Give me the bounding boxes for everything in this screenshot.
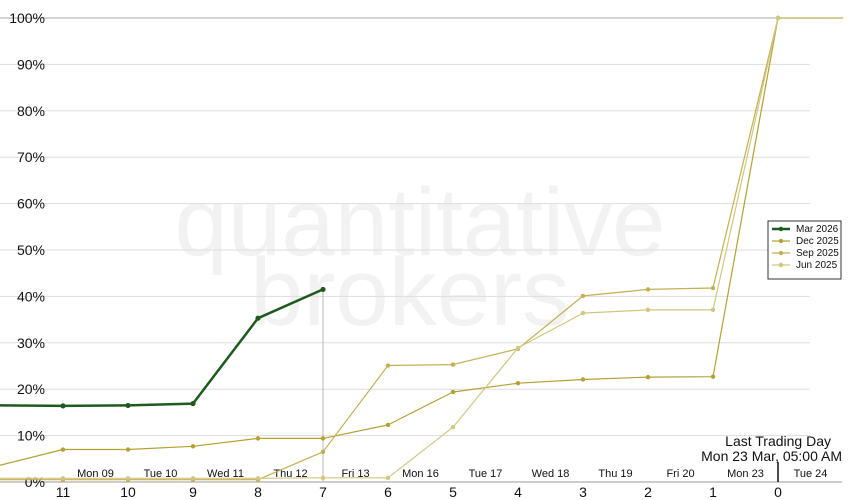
y-tick-label: 0% [25, 474, 45, 490]
x-tick-label: 5 [449, 484, 457, 500]
watermark: quantitative brokers [174, 169, 665, 346]
data-point [190, 476, 196, 481]
day-label: Fri 13 [341, 468, 369, 480]
data-point [710, 307, 716, 313]
x-tick-label: 2 [644, 484, 652, 500]
data-point [580, 377, 586, 382]
x-tick-label: 3 [579, 484, 587, 500]
y-axis: 0% 10% 20% 30% 40% 50% 60% 70% 80% 90% 100% [9, 10, 45, 490]
legend-entry: Jun 2025 [796, 260, 838, 271]
series-line [0, 17, 843, 479]
day-label: Thu 12 [273, 468, 307, 480]
legend-entry: Dec 2025 [796, 236, 839, 247]
legend-swatch-point [778, 250, 784, 256]
day-label: Mon 16 [402, 468, 439, 480]
y-tick-label: 90% [17, 56, 45, 72]
y-tick-label: 10% [17, 428, 45, 444]
data-point [580, 310, 586, 316]
data-point [60, 447, 66, 452]
series-line [0, 17, 843, 481]
data-point [450, 362, 456, 367]
legend-swatch-point [778, 238, 784, 244]
data-point [450, 425, 456, 430]
day-label: Tue 24 [794, 468, 828, 480]
x-tick-label: 8 [254, 484, 262, 500]
y-tick-label: 20% [17, 381, 45, 397]
data-point [385, 475, 391, 481]
series-group [0, 15, 843, 482]
day-label: Tue 10 [144, 468, 178, 480]
watermark-line1: quantitative [174, 169, 665, 276]
x-tick-label: 9 [189, 484, 197, 500]
legend-swatch-point [778, 226, 784, 232]
x-tick-label: 10 [120, 484, 136, 500]
data-point [580, 293, 586, 299]
y-tick-label: 30% [17, 335, 45, 351]
day-label: Fri 20 [666, 468, 694, 480]
data-point [60, 403, 66, 409]
data-point [125, 447, 131, 452]
grid [0, 17, 842, 483]
data-point [255, 436, 261, 441]
series-dec-2025 [0, 15, 843, 466]
data-point [190, 444, 196, 449]
data-point [645, 287, 651, 292]
day-label: Wed 18 [532, 468, 570, 480]
y-tick-label: 70% [17, 149, 45, 165]
x-tick-label: 11 [56, 484, 71, 500]
watermark-line2: brokers [250, 239, 570, 346]
data-point [385, 422, 391, 428]
x-tick-label: 4 [514, 484, 522, 500]
annotation-line2: Mon 23 Mar, 05:00 AM [701, 448, 842, 464]
y-tick-label: 40% [17, 288, 45, 304]
x-axis: 11 10 9 8 7 6 5 4 3 2 1 0 [56, 484, 782, 500]
data-point [320, 286, 326, 293]
series-mar-2026 [0, 286, 326, 409]
day-label: Tue 17 [469, 468, 503, 480]
legend-swatch-point [778, 262, 784, 268]
data-point [645, 307, 651, 313]
x-tick-label: 7 [319, 484, 327, 500]
data-point [645, 374, 651, 380]
data-point [320, 436, 326, 441]
data-point [710, 285, 716, 291]
data-point [515, 345, 521, 351]
x-tick-label: 0 [774, 484, 782, 500]
series-sep-2025 [0, 15, 843, 482]
y-tick-label: 60% [17, 196, 45, 212]
data-point [125, 402, 131, 409]
data-point [255, 315, 261, 321]
data-point [320, 449, 326, 455]
data-point [450, 389, 456, 395]
data-point [60, 476, 66, 481]
x-tick-label: 6 [384, 484, 392, 500]
data-point [255, 476, 261, 481]
data-point [320, 475, 326, 481]
annotation-line1: Last Trading Day [725, 433, 831, 449]
y-tick-label: 80% [17, 103, 45, 119]
day-label: Thu 19 [598, 468, 632, 480]
data-point [125, 476, 131, 481]
data-point [710, 374, 716, 379]
series-jun-2025 [0, 15, 843, 481]
last-trading-annotation: Last Trading Day Mon 23 Mar, 05:00 AM [701, 433, 842, 464]
day-label: Mon 09 [77, 468, 114, 480]
legend-entry: Sep 2025 [796, 248, 839, 259]
legend-entry: Mar 2026 [796, 224, 839, 235]
day-labels: Mon 09 Tue 10 Wed 11 Thu 12 Fri 13 Mon 16 Tue … [77, 468, 827, 480]
data-point [385, 363, 391, 368]
series-line [0, 288, 324, 408]
y-tick-label: 100% [9, 10, 45, 26]
y-tick-label: 50% [17, 242, 45, 258]
day-label: Wed 11 [207, 468, 244, 480]
data-point [515, 380, 521, 386]
data-point [775, 15, 781, 21]
data-point [190, 400, 196, 407]
x-tick-label: 1 [709, 484, 717, 500]
series-line [0, 17, 843, 466]
day-label: Mon 23 [727, 468, 764, 480]
